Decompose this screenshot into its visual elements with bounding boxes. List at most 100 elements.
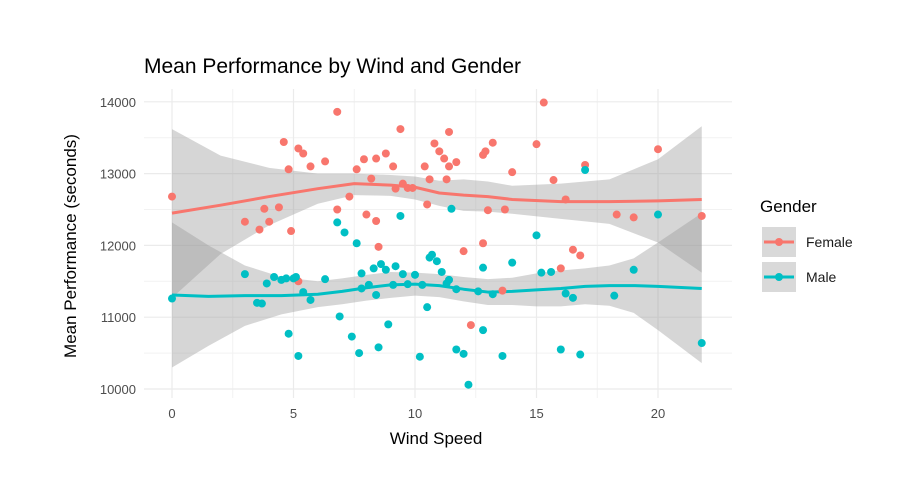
data-point-male xyxy=(561,289,570,298)
data-point-male xyxy=(291,272,300,281)
confidence-band-female xyxy=(172,126,702,298)
data-point-male xyxy=(697,339,706,348)
data-point-male xyxy=(352,239,361,248)
data-point-male xyxy=(508,258,517,267)
data-point-female xyxy=(381,149,390,158)
trend-line-male xyxy=(171,282,702,298)
trend-lines xyxy=(171,182,702,298)
data-point-male xyxy=(479,326,488,335)
data-point-male xyxy=(537,268,546,277)
data-point-male xyxy=(376,260,385,269)
data-point-female xyxy=(306,162,315,171)
data-point-female xyxy=(359,155,368,164)
data-point-male xyxy=(432,257,441,266)
data-point-male xyxy=(428,250,437,259)
data-point-female xyxy=(445,162,454,171)
confidence-bands xyxy=(172,126,702,368)
data-point-female xyxy=(374,242,383,251)
data-point-female xyxy=(287,227,296,236)
data-point-female xyxy=(420,162,429,171)
data-point-female xyxy=(333,205,342,214)
y-tick-label: 12000 xyxy=(100,238,136,253)
data-point-male xyxy=(459,349,468,358)
data-point-male xyxy=(335,312,344,321)
data-point-male xyxy=(411,270,419,279)
data-point-female xyxy=(459,247,468,256)
chart-title: Mean Performance by Wind and Gender xyxy=(144,55,521,78)
data-point-female xyxy=(500,205,509,214)
data-point-female xyxy=(452,158,461,167)
data-point-male xyxy=(452,345,461,354)
data-point-male xyxy=(452,285,461,294)
y-tick-label: 10000 xyxy=(100,382,136,397)
data-point-male xyxy=(284,329,293,338)
trend-line-female xyxy=(171,182,702,215)
data-point-female xyxy=(274,203,283,212)
data-point-male xyxy=(299,288,308,297)
data-point-male xyxy=(374,343,383,352)
data-point-female xyxy=(481,147,490,156)
data-point-female xyxy=(479,239,488,248)
data-point-male xyxy=(654,210,662,219)
data-point-male xyxy=(355,349,364,358)
data-point-female xyxy=(466,321,475,330)
data-point-female xyxy=(255,225,264,234)
data-point-male xyxy=(333,218,342,227)
data-point-male xyxy=(418,280,427,289)
data-point-female xyxy=(556,264,565,273)
data-point-female xyxy=(430,139,439,148)
legend: Gender Female Male xyxy=(760,197,853,292)
data-point-male xyxy=(532,231,541,240)
confidence-band-male xyxy=(172,213,702,368)
data-point-male xyxy=(547,267,556,276)
data-point-female xyxy=(260,204,269,213)
data-point-male xyxy=(398,270,407,279)
plot-panel xyxy=(144,89,732,398)
y-tick-label: 13000 xyxy=(100,167,136,182)
data-point-male xyxy=(403,280,412,289)
data-point-male xyxy=(364,280,373,289)
axis-tick-labels: 0 5 10 15 20 10000 11000 12000 13000 14000 xyxy=(100,95,665,421)
data-point-male xyxy=(372,290,381,299)
legend-label-female: Female xyxy=(806,234,853,250)
y-tick-label: 14000 xyxy=(100,95,136,110)
legend-item-female: Female xyxy=(762,227,853,257)
data-point-male xyxy=(568,293,577,302)
data-point-male xyxy=(415,352,424,361)
data-point-male xyxy=(257,299,266,308)
data-point-male xyxy=(629,265,638,274)
x-tick-label: 15 xyxy=(529,406,543,421)
data-point-female xyxy=(345,192,354,201)
data-point-male xyxy=(423,303,432,312)
data-point-female xyxy=(372,216,381,225)
data-point-female xyxy=(408,183,417,192)
data-point-male xyxy=(321,275,330,284)
data-point-female xyxy=(240,217,249,226)
data-point-male xyxy=(445,275,454,284)
data-point-female xyxy=(423,200,432,209)
data-point-male xyxy=(576,350,585,359)
data-point-female xyxy=(299,149,308,158)
data-point-male xyxy=(262,279,271,288)
data-point-female xyxy=(435,147,444,156)
data-point-female xyxy=(654,145,662,154)
data-point-male xyxy=(357,284,366,293)
data-point-male xyxy=(581,166,590,175)
legend-title: Gender xyxy=(760,197,817,216)
legend-marker-male xyxy=(775,273,783,281)
data-point-male xyxy=(479,263,488,272)
y-tick-label: 11000 xyxy=(101,310,136,325)
data-point-female xyxy=(279,138,288,147)
legend-label-male: Male xyxy=(806,269,837,285)
data-point-female xyxy=(352,165,361,174)
y-axis-label: Mean Performance (seconds) xyxy=(61,134,80,358)
x-tick-label: 5 xyxy=(290,406,297,421)
data-point-male xyxy=(240,270,249,279)
data-point-female xyxy=(425,175,434,184)
data-point-male xyxy=(488,290,497,299)
data-point-male xyxy=(340,228,349,237)
x-tick-label: 20 xyxy=(651,406,665,421)
data-point-male xyxy=(498,351,507,360)
data-point-female xyxy=(697,211,706,220)
